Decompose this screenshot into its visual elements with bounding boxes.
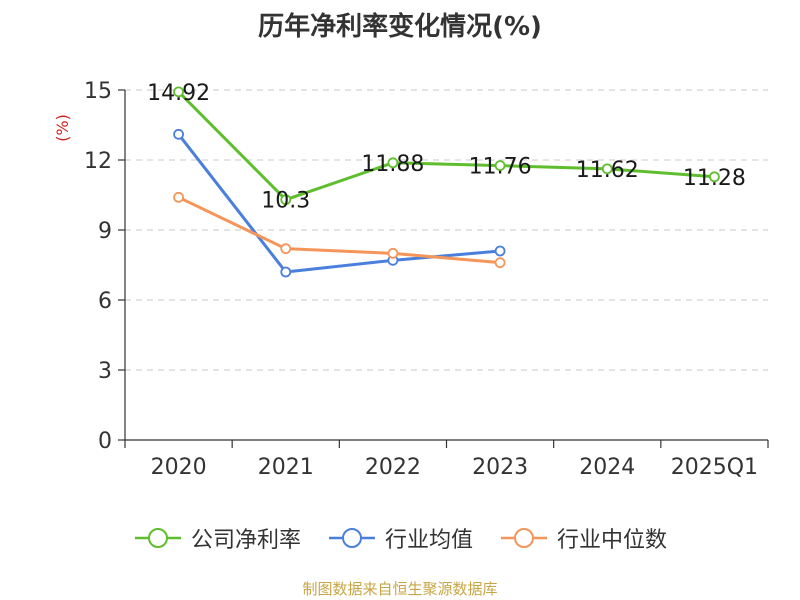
data-label-4: 11.62 [576, 158, 639, 183]
series-line-0 [177, 90, 715, 202]
legend-label-2: 行业中位数 [557, 528, 668, 553]
series-line-2 [177, 195, 501, 265]
legend-item-1[interactable]: 行业均值 [327, 522, 473, 554]
y-tick-label-4: 12 [84, 149, 112, 174]
data-label-0: 14.92 [147, 81, 210, 106]
y-tick-label-5: 15 [84, 79, 112, 104]
grid-lines [125, 89, 768, 371]
x-tick-label-1: 2021 [258, 455, 314, 480]
series-0-point-5 [709, 171, 720, 183]
legend-item-0[interactable]: 公司净利率 [133, 522, 301, 554]
legend-swatch-0 [134, 528, 181, 548]
x-tick-label-5: 2025Q1 [671, 455, 758, 480]
x-tick-label-4: 2024 [579, 455, 635, 480]
series-1-point-1 [280, 266, 292, 278]
legend-swatch-1 [328, 528, 375, 548]
series-lines [173, 86, 720, 278]
series-0-point-0 [173, 86, 184, 98]
series-0-point-1 [280, 194, 292, 206]
chart-title: 历年净利率变化情况(%) [258, 12, 542, 42]
y-tick-label-0: 0 [98, 429, 112, 454]
x-tick-label-2: 2022 [365, 455, 421, 480]
data-label-2: 11.88 [361, 152, 424, 177]
series-2-point-1 [280, 243, 292, 255]
x-tick-label-0: 2020 [151, 455, 207, 480]
y-tick-label-1: 3 [98, 359, 112, 384]
y-tick-label-2: 6 [98, 289, 112, 314]
series-line-1 [177, 133, 501, 274]
data-labels: 14.92 10.3 11.88 11.76 11.62 11.28 [147, 81, 746, 214]
legend-label-0: 公司净利率 [190, 528, 301, 553]
data-label-3: 11.76 [469, 155, 532, 180]
data-label-1: 10.3 [261, 189, 310, 214]
legend-item-2[interactable]: 行业中位数 [499, 522, 667, 554]
series-1-point-3 [494, 245, 506, 257]
data-label-5: 11.28 [683, 166, 746, 191]
y-axis-label: (%) [53, 114, 72, 142]
x-tick-label-3: 2023 [472, 455, 528, 480]
y-tick-label-3: 9 [98, 219, 112, 244]
series-2-point-2 [387, 247, 399, 259]
series-1-point-0 [173, 128, 184, 140]
legend-label-1: 行业均值 [384, 528, 473, 553]
series-2-point-0 [173, 191, 184, 203]
axes: 0 3 6 9 12 15 (%) 2020 2021 2022 2023 2024 2025Q1 [53, 79, 769, 480]
series-0-point-3 [494, 160, 506, 172]
source-note: 制图数据来自恒生聚源数据库 [302, 580, 498, 598]
series-2-point-3 [494, 257, 506, 269]
series-0-point-2 [387, 157, 399, 169]
legend-swatch-2 [501, 528, 547, 548]
series-0-point-4 [601, 163, 613, 175]
legend: 公司净利率 行业均值 行业中位数 [0, 518, 800, 558]
